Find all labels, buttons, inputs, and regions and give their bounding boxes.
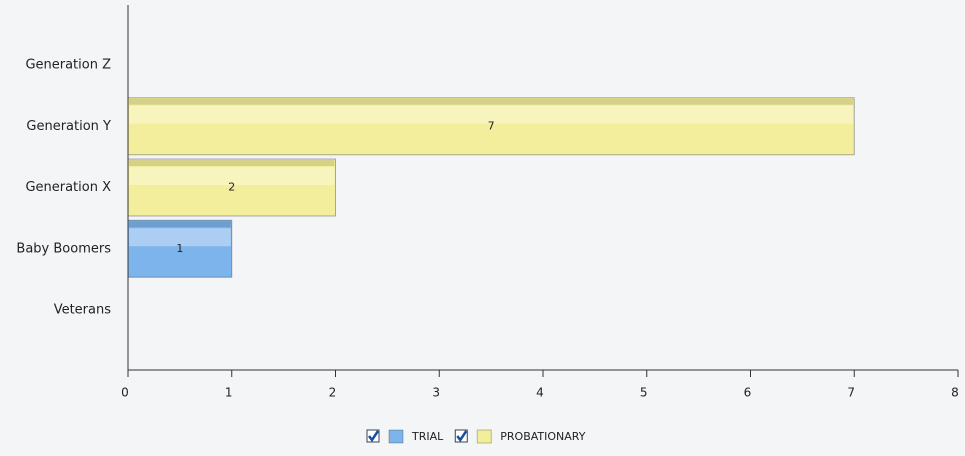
data-label: 1 (176, 242, 183, 255)
legend-swatch (388, 429, 404, 444)
y-tick-label: Baby Boomers (16, 241, 111, 256)
x-tick-label: 7 (847, 386, 855, 400)
bar-shade (129, 160, 335, 166)
y-tick-label: Generation Y (26, 119, 111, 134)
x-tick-label: 6 (744, 386, 752, 400)
bar-highlight (129, 167, 335, 185)
legend-swatch (476, 429, 492, 444)
legend-label: TRIAL (411, 430, 444, 443)
bar (127, 219, 233, 278)
x-tick-label: 1 (225, 386, 233, 400)
x-tick-label: 8 (951, 386, 959, 400)
legend-check (456, 430, 468, 443)
x-tick-label: 4 (536, 386, 544, 400)
bar-highlight (129, 228, 231, 247)
y-tick-label: Generation X (25, 180, 111, 195)
legend-check (368, 430, 380, 443)
y-tick-label: Veterans (54, 303, 112, 318)
data-label: 7 (488, 119, 495, 132)
bar-highlight (129, 105, 854, 124)
x-tick-label: 5 (640, 386, 648, 400)
x-tick-label: 2 (329, 386, 337, 400)
data-label: 2 (228, 181, 235, 194)
legend-label: PROBATIONARY (500, 430, 585, 443)
x-tick-label: 3 (432, 386, 440, 400)
bar-shade (129, 98, 854, 105)
x-tick-label: 0 (121, 386, 129, 400)
bar-shade (129, 221, 231, 228)
bar (127, 97, 855, 156)
y-tick-label: Generation Z (25, 58, 111, 73)
